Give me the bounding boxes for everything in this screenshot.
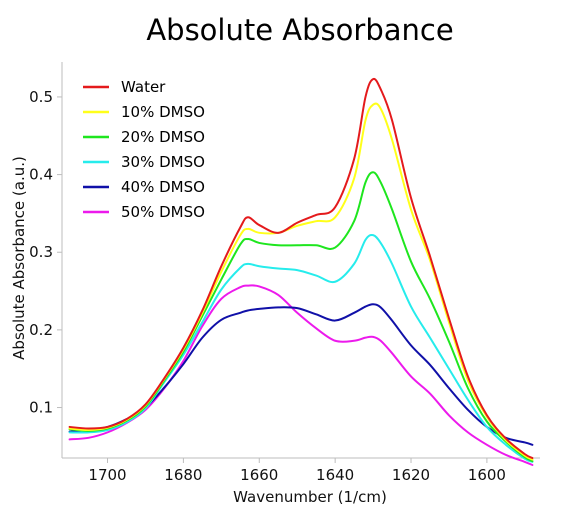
series-lines <box>68 77 534 466</box>
y-tick-label: 0.5 <box>29 88 53 106</box>
chart-title: Absolute Absorbance <box>146 13 453 47</box>
legend-label-30-dmso: 30% DMSO <box>121 153 205 171</box>
x-axis-label: Wavenumber (1/cm) <box>233 488 387 506</box>
x-tick-label: 1620 <box>392 466 430 484</box>
y-tick-label: 0.2 <box>29 321 53 339</box>
y-tick-label: 0.3 <box>29 243 53 261</box>
axes <box>61 62 540 459</box>
y-axis-label: Absolute Absorbance (a.u.) <box>10 156 28 360</box>
y-ticks: 0.1 0.2 0.3 0.4 0.5 <box>29 88 62 417</box>
x-tick-label: 1700 <box>88 466 126 484</box>
legend-label-20-dmso: 20% DMSO <box>121 128 205 146</box>
x-tick-label: 1660 <box>240 466 278 484</box>
legend-label-10-dmso: 10% DMSO <box>121 103 205 121</box>
legend-label-40-dmso: 40% DMSO <box>121 178 205 196</box>
x-tick-label: 1640 <box>316 466 354 484</box>
legend: Water 10% DMSO 20% DMSO 30% DMSO 40% DMSO 50%… <box>83 78 205 221</box>
x-tick-label: 1600 <box>468 466 506 484</box>
legend-label-water: Water <box>121 78 166 96</box>
y-tick-label: 0.4 <box>29 166 53 184</box>
series-line-40-dmso <box>68 303 534 446</box>
series-line-water <box>68 77 534 459</box>
y-tick-label: 0.1 <box>29 399 53 417</box>
x-ticks: 1700 1680 1660 1640 1620 1600 <box>88 458 506 484</box>
legend-label-50-dmso: 50% DMSO <box>121 203 205 221</box>
x-tick-label: 1680 <box>164 466 202 484</box>
